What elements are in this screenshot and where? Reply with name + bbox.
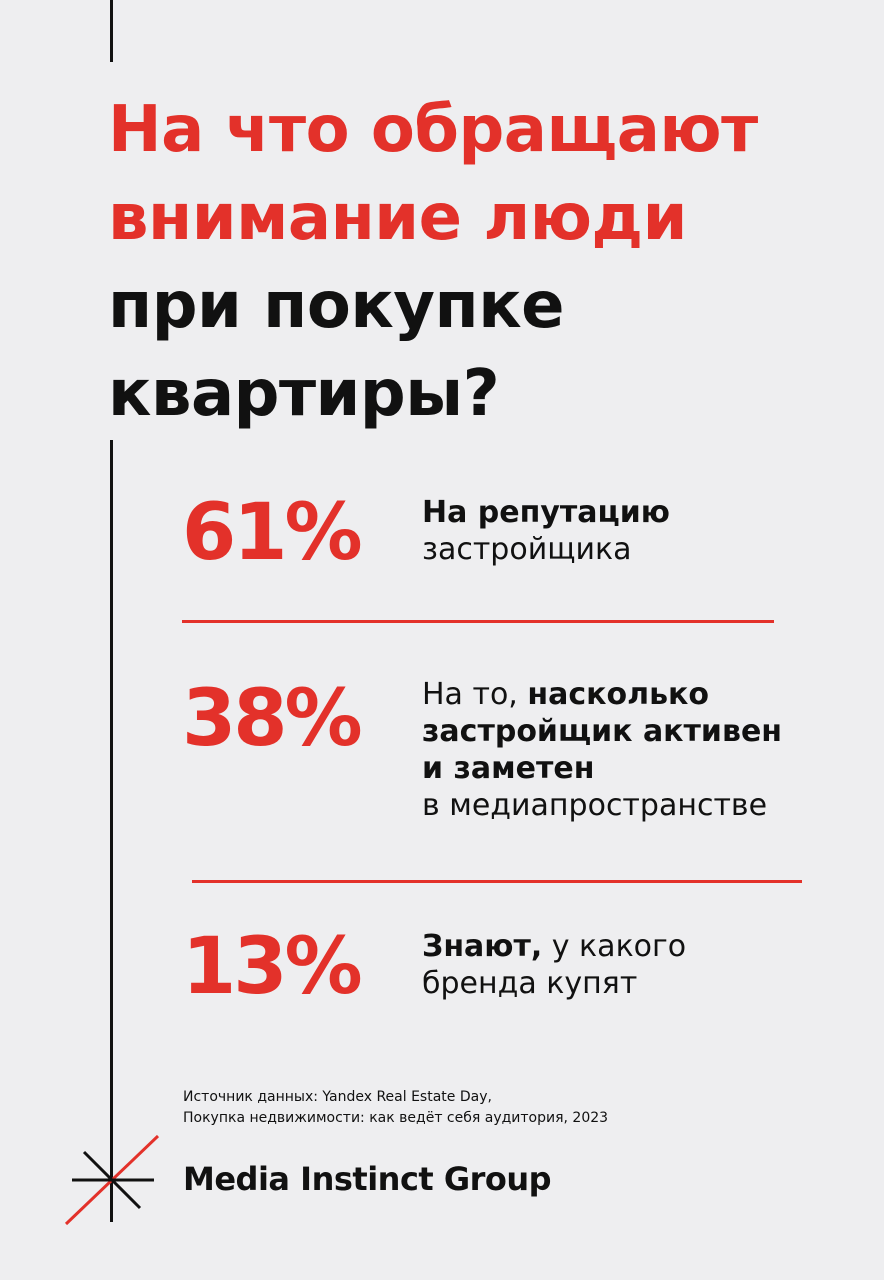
stat-description: Знают, у какого бренда купят	[422, 928, 686, 1002]
stat-desc-bold: Знают,	[422, 929, 543, 964]
main-vertical-rule	[110, 440, 113, 1222]
page-title: На что обращают внимание люди при покупк…	[108, 86, 758, 438]
stat-description: На репутацию застройщика	[422, 494, 670, 568]
title-line-1: На что обращают	[108, 93, 758, 167]
stat-desc-bold: насколько	[527, 677, 710, 712]
source-line-2: Покупка недвижимости: как ведёт себя ауд…	[183, 1110, 609, 1126]
stat-percent: 38%	[182, 674, 363, 764]
stat-percent: 61%	[182, 488, 363, 578]
starburst-logo-icon	[64, 1134, 160, 1226]
stat-description: На то, насколько застройщик активен и за…	[422, 676, 782, 824]
title-line-4: квартиры?	[108, 357, 500, 431]
stat-desc-regular: в медиапространстве	[422, 788, 768, 823]
stat-desc-bold: На репутацию	[422, 495, 670, 530]
divider-2	[192, 880, 802, 883]
stat-desc-regular-suffix: у какого	[542, 929, 687, 964]
stat-percent: 13%	[182, 922, 363, 1012]
stat-desc-bold: и заметен	[422, 751, 595, 786]
title-line-2: внимание люди	[108, 181, 687, 255]
stat-desc-regular: застройщика	[422, 532, 632, 567]
stat-desc-bold: застройщик активен	[422, 714, 783, 749]
stat-desc-regular-prefix: На то,	[422, 677, 528, 712]
source-line-1: Источник данных: Yandex Real Estate Day,	[183, 1089, 492, 1105]
title-line-3: при покупке	[108, 269, 565, 343]
brand-name: Media Instinct Group	[183, 1160, 552, 1198]
top-vertical-rule	[110, 0, 113, 62]
stat-desc-regular: бренда купят	[422, 966, 638, 1001]
divider-1	[182, 620, 774, 623]
data-source-note: Источник данных: Yandex Real Estate Day,…	[183, 1087, 608, 1129]
